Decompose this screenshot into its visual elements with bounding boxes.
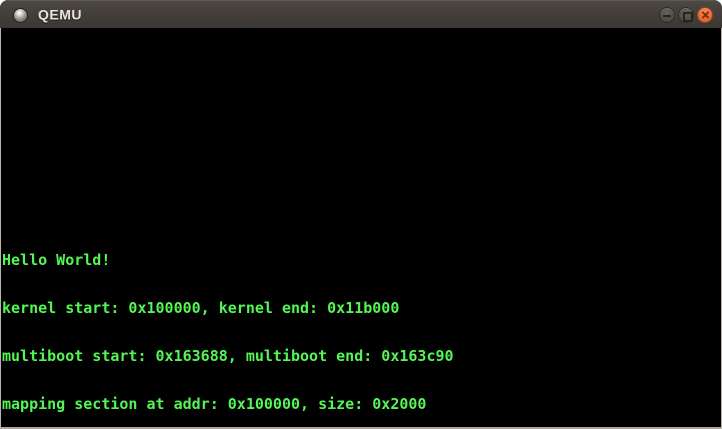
display-frame: Hello World! kernel start: 0x100000, ker… [0, 28, 722, 429]
vga-console-screen[interactable]: Hello World! kernel start: 0x100000, ker… [1, 28, 721, 427]
terminal-line: Hello World! [2, 251, 111, 269]
x-icon [698, 8, 712, 22]
minimize-button[interactable] [659, 7, 675, 23]
terminal-line: multiboot start: 0x163688, multiboot end… [2, 347, 454, 365]
window-title: QEMU [38, 5, 82, 22]
terminal-output: Hello World! kernel start: 0x100000, ker… [2, 220, 454, 427]
terminal-line: mapping section at addr: 0x100000, size:… [2, 395, 427, 413]
terminal-line: kernel start: 0x100000, kernel end: 0x11… [2, 299, 400, 317]
minus-icon [663, 15, 671, 17]
window-sphere-icon [14, 9, 27, 22]
window-controls [659, 1, 713, 29]
titlebar[interactable]: QEMU [0, 0, 722, 28]
square-icon [683, 12, 693, 22]
maximize-button[interactable] [678, 7, 694, 23]
close-button[interactable] [697, 7, 713, 23]
